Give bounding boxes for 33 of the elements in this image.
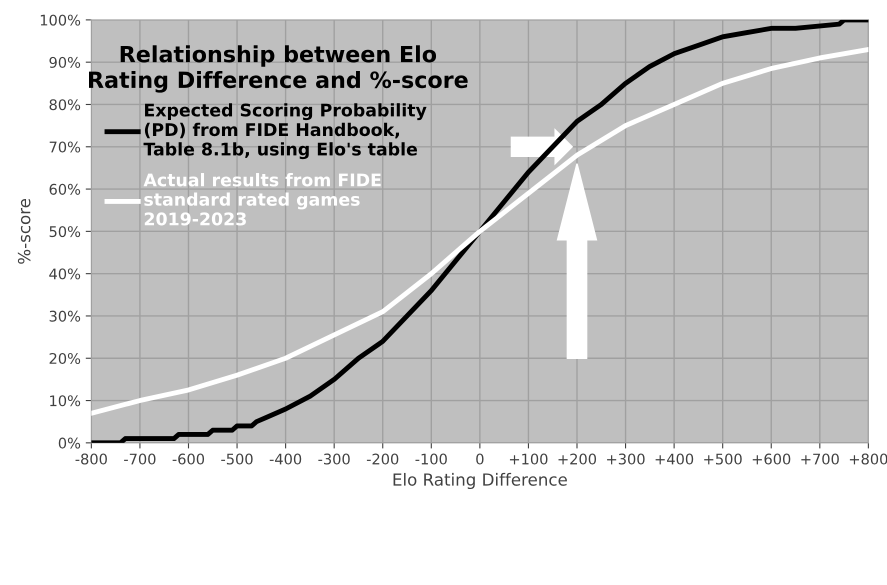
y-tick-label: 90%: [49, 56, 80, 68]
x-tick-label: +500: [704, 454, 742, 465]
x-tick-label: -200: [366, 454, 398, 465]
x-tick-label: -400: [270, 454, 302, 465]
x-tick-label: +400: [656, 454, 694, 465]
x-tick-label: +800: [850, 454, 887, 465]
text: Relationship between Elo Rating Difference and %-score: [89, 45, 468, 93]
y-axis-title: %-score: [18, 198, 30, 264]
x-tick-label: -800: [76, 454, 107, 465]
x-tick-label: -500: [221, 454, 253, 465]
y-tick-label: 0%: [58, 438, 80, 449]
y-tick-label: 40%: [49, 268, 80, 280]
x-tick-label: +300: [607, 454, 645, 465]
y-tick-label: 60%: [50, 184, 80, 195]
y-tick-label: 100%: [40, 14, 80, 26]
y-tick-label: 50%: [50, 226, 80, 238]
x-tick-label: +100: [510, 454, 548, 465]
x-tick-label: 0: [476, 454, 484, 465]
y-tick-label: 30%: [50, 310, 80, 322]
y-tick-label: 70%: [50, 141, 80, 153]
y-tick-label: 80%: [50, 99, 80, 110]
legend-label: Expected Scoring Probability (PD) from FIDE Handbook, Table 8.1b, using Elo's table: [144, 103, 427, 160]
x-axis-title: Elo Rating Difference: [394, 472, 567, 490]
x-tick-label: +600: [752, 454, 790, 465]
y-tick-label: 20%: [50, 352, 80, 364]
legend-label: Actual results from FIDE standard rated games 2019-2023: [144, 173, 381, 226]
x-tick-label: +700: [801, 454, 839, 465]
x-tick-label: -600: [172, 454, 204, 465]
x-tick-label: -300: [318, 454, 350, 465]
x-tick-label: -700: [124, 454, 156, 465]
x-tick-label: -100: [415, 454, 447, 465]
y-tick-label: 10%: [50, 395, 80, 406]
x-tick-label: +200: [558, 454, 596, 465]
